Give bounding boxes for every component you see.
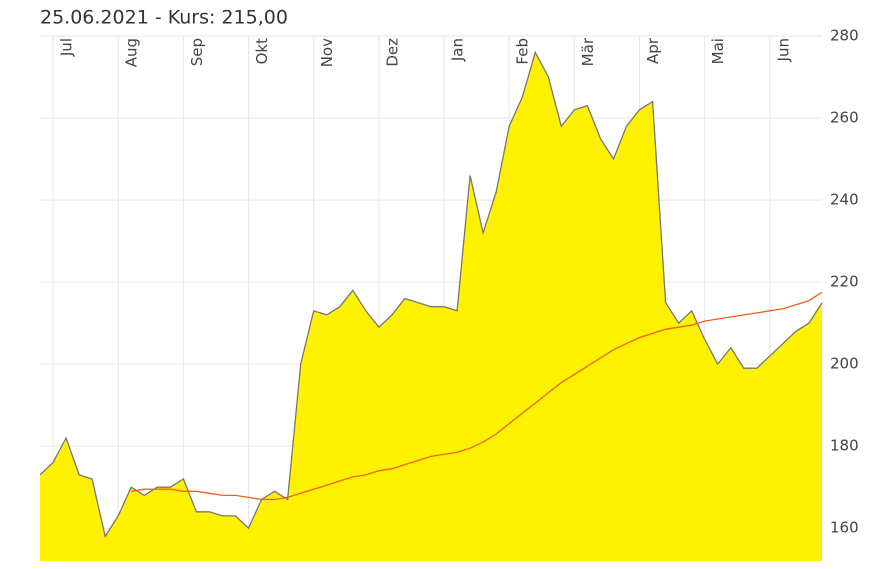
y-tick-label: 220 [830, 273, 859, 291]
y-tick-label: 240 [830, 191, 859, 209]
x-tick-label: Aug [123, 38, 141, 67]
price-line [39, 50, 823, 539]
moving-average-line [131, 291, 823, 501]
x-tick-label: Feb [514, 38, 532, 65]
x-tick-label: Mai [709, 38, 727, 64]
x-tick-label: Jun [774, 38, 792, 62]
x-tick-label: Jan [449, 38, 467, 62]
y-tick-label: 200 [830, 355, 859, 373]
x-tick-label: Nov [318, 38, 336, 67]
y-tick-label: 180 [830, 437, 859, 455]
y-tick-label: 260 [830, 109, 859, 127]
chart-title: 25.06.2021 - Kurs: 215,00 [40, 7, 288, 29]
x-tick-label: Jul [58, 38, 76, 57]
x-tick-label: Apr [644, 37, 662, 64]
x-tick-label: Mär [579, 37, 597, 66]
y-tick-label: 160 [830, 519, 859, 537]
y-tick-label: 280 [830, 27, 859, 45]
x-tick-label: Dez [383, 38, 401, 67]
x-tick-label: Sep [188, 38, 206, 66]
x-tick-label: Okt [253, 38, 271, 64]
